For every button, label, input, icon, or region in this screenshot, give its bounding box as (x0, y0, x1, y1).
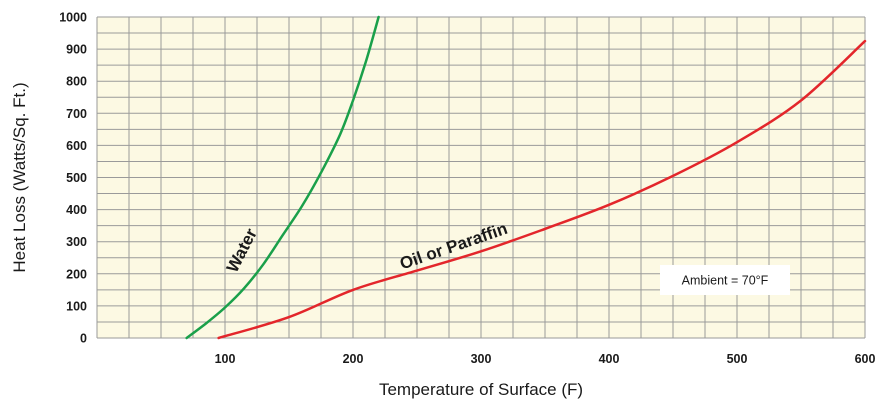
series-line-water (185, 15, 380, 340)
y-tick-label: 800 (66, 75, 87, 89)
y-tick-label: 500 (66, 171, 87, 185)
ambient-note: Ambient = 70°F (660, 265, 790, 295)
x-tick-label: 100 (215, 352, 236, 366)
series-line-oil-or-paraffin (217, 39, 867, 340)
y-tick-label: 0 (80, 332, 87, 346)
y-tick-label: 1000 (59, 11, 87, 25)
tick-labels: 0 100 200 300 400 500 600 700 800 900 1000 100 200 30… (59, 11, 875, 367)
x-tick-label: 200 (343, 352, 364, 366)
y-tick-label: 300 (66, 235, 87, 249)
y-tick-label: 900 (66, 43, 87, 57)
x-tick-label: 600 (855, 352, 876, 366)
y-axis-title: Heat Loss (Watts/Sq. Ft.) (10, 82, 29, 272)
series-group (185, 15, 867, 340)
y-tick-label: 200 (66, 267, 87, 281)
x-tick-label: 300 (471, 352, 492, 366)
x-axis-title: Temperature of Surface (F) (379, 380, 583, 399)
y-tick-label: 600 (66, 139, 87, 153)
y-tick-label: 700 (66, 107, 87, 121)
y-tick-label: 100 (66, 299, 87, 313)
y-tick-label: 400 (66, 203, 87, 217)
ambient-note-text: Ambient = 70°F (682, 274, 769, 288)
ambient-note-box (660, 265, 790, 295)
x-tick-label: 400 (599, 352, 620, 366)
x-tick-label: 500 (727, 352, 748, 366)
